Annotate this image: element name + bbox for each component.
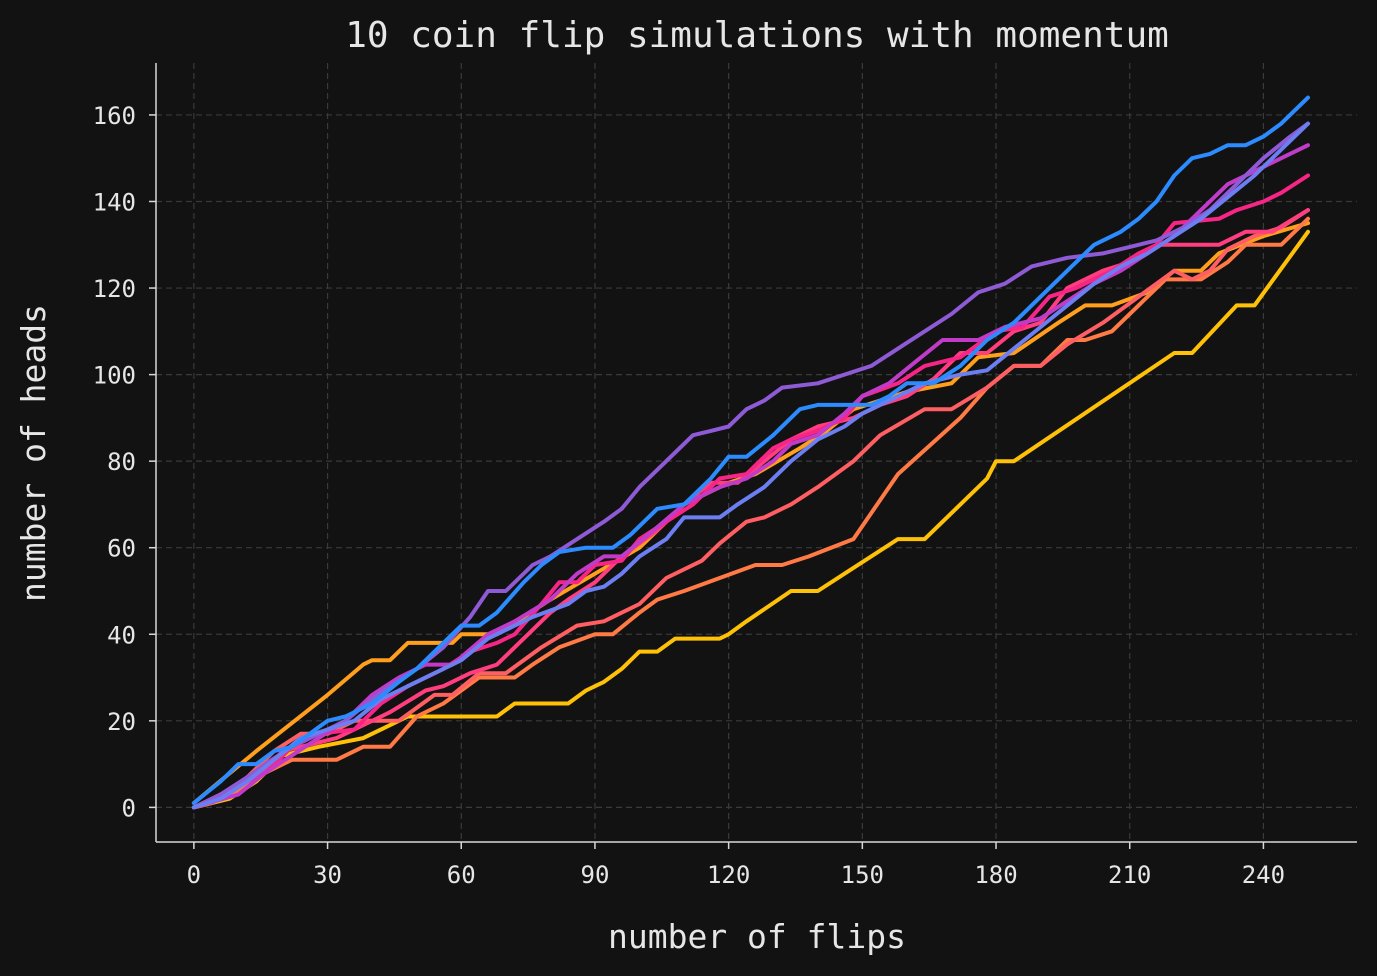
y-axis-label: number of heads [14, 304, 53, 602]
series-line-3 [191, 216, 1310, 810]
x-tick-label: 60 [447, 861, 476, 889]
x-tick-label: 90 [581, 861, 610, 889]
series-line-8 [191, 121, 1310, 810]
y-tick-label: 140 [93, 188, 136, 216]
x-axis-ticks: 0 30 60 90 120 150 180 210 240 [187, 842, 1285, 889]
y-tick-label: 120 [93, 275, 136, 303]
chart-title: 10 coin flip simulations with momentum [345, 15, 1169, 56]
series-line-6 [191, 173, 1310, 810]
y-tick-label: 80 [107, 448, 136, 476]
y-tick-label: 40 [107, 621, 136, 649]
series-line-10 [191, 95, 1310, 805]
x-tick-label: 0 [187, 861, 201, 889]
x-axis-label: number of flips [608, 917, 906, 956]
y-tick-label: 160 [93, 102, 136, 130]
series-line-7 [191, 143, 1310, 810]
y-axis-ticks: 0 20 40 60 80 100 120 140 160 [93, 102, 156, 822]
x-tick-label: 150 [841, 861, 884, 889]
x-tick-label: 30 [313, 861, 342, 889]
series-line-9 [191, 121, 1310, 810]
y-tick-label: 100 [93, 362, 136, 390]
series-group [191, 95, 1310, 810]
x-tick-label: 180 [974, 861, 1017, 889]
x-tick-label: 240 [1242, 861, 1285, 889]
series-line-1 [191, 229, 1310, 810]
y-tick-label: 20 [107, 708, 136, 736]
x-tick-label: 210 [1108, 861, 1151, 889]
y-tick-label: 60 [107, 535, 136, 563]
series-line-5 [191, 208, 1310, 810]
x-tick-label: 120 [707, 861, 750, 889]
y-tick-label: 0 [122, 794, 136, 822]
